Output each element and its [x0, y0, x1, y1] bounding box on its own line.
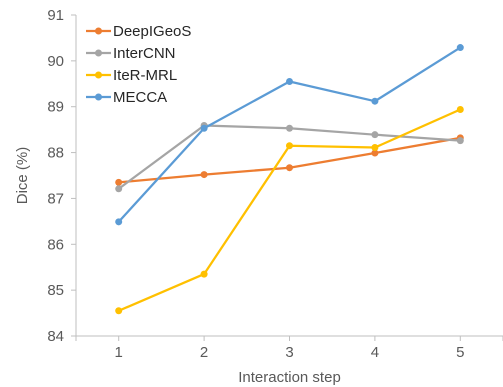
x-axis-title: Interaction step [238, 369, 341, 386]
y-tick-label: 88 [47, 145, 64, 162]
series-line [118, 124, 461, 190]
x-tick-label: 5 [456, 344, 464, 361]
data-point [286, 124, 293, 132]
y-tick-label: 86 [47, 236, 64, 253]
data-point [286, 164, 293, 172]
data-point [456, 137, 464, 145]
y-tick-label: 84 [47, 328, 64, 345]
legend-swatch-marker [95, 49, 102, 57]
data-point [456, 44, 464, 52]
legend-swatch-marker [95, 27, 102, 35]
data-point [456, 105, 464, 113]
chart-axes: 84 85 86 87 88 89 90 91 1 2 3 4 5 [47, 7, 503, 361]
x-tick-label: 4 [371, 344, 379, 361]
series-layer [115, 44, 464, 315]
series-line [118, 108, 461, 312]
data-point [371, 131, 379, 139]
legend-label: MECCA [113, 89, 167, 106]
legend-item-iter-mrl: IteR-MRL [86, 67, 177, 84]
series-iter-mrl [115, 105, 464, 315]
series-deepigeos [115, 134, 464, 186]
legend-label: InterCNN [113, 45, 176, 62]
data-point [371, 149, 379, 157]
y-tick-label: 89 [47, 99, 64, 116]
data-point [371, 97, 379, 105]
data-point [286, 142, 293, 150]
x-tick-label: 2 [200, 344, 208, 361]
legend-label: IteR-MRL [113, 67, 177, 84]
data-point [200, 270, 208, 278]
data-point [115, 218, 123, 226]
legend-swatch-marker [95, 71, 102, 79]
data-point [200, 124, 208, 132]
series-mecca [115, 44, 464, 226]
data-point [115, 307, 123, 315]
y-tick-label: 91 [47, 7, 64, 24]
x-tick-label: 3 [285, 344, 293, 361]
legend-swatch-marker [95, 93, 102, 101]
y-tick-label: 85 [47, 282, 64, 299]
data-point [115, 185, 123, 193]
y-axis-title: Dice (%) [14, 147, 31, 205]
data-point [115, 178, 123, 186]
data-point [200, 171, 208, 179]
legend-label: DeepIGeoS [113, 23, 191, 40]
y-tick-label: 87 [47, 190, 64, 207]
data-point [286, 77, 293, 85]
x-tick-label: 1 [115, 344, 123, 361]
legend-item-intercnn: InterCNN [86, 45, 176, 62]
series-intercnn [115, 122, 464, 193]
data-point [371, 144, 379, 152]
legend-item-deepigeos: DeepIGeoS [86, 23, 191, 40]
legend: DeepIGeoS InterCNN IteR-MRL MECCA [86, 23, 191, 106]
y-tick-label: 90 [47, 53, 64, 70]
legend-item-mecca: MECCA [86, 89, 167, 106]
